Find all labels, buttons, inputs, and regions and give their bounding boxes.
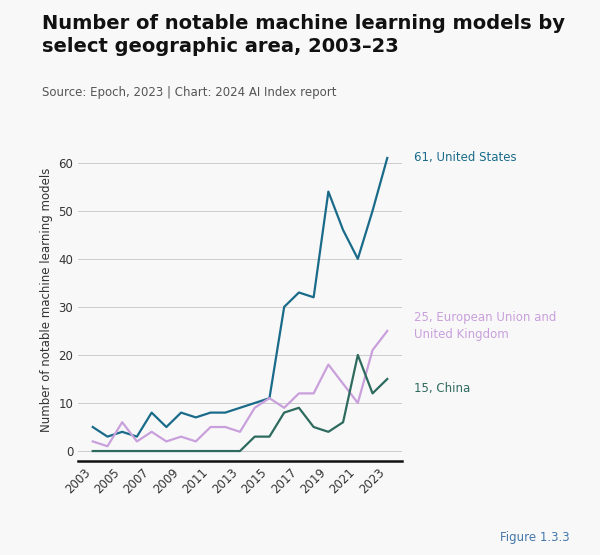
Text: 61, United States: 61, United States bbox=[414, 152, 517, 164]
Text: Figure 1.3.3: Figure 1.3.3 bbox=[500, 531, 570, 544]
Text: Source: Epoch, 2023 | Chart: 2024 AI Index report: Source: Epoch, 2023 | Chart: 2024 AI Ind… bbox=[42, 86, 337, 99]
Text: 25, European Union and
United Kingdom: 25, European Union and United Kingdom bbox=[414, 311, 556, 341]
Text: Number of notable machine learning models by
select geographic area, 2003–23: Number of notable machine learning model… bbox=[42, 14, 565, 56]
Text: 15, China: 15, China bbox=[414, 382, 470, 395]
Y-axis label: Number of notable machine learning models: Number of notable machine learning model… bbox=[40, 168, 53, 432]
